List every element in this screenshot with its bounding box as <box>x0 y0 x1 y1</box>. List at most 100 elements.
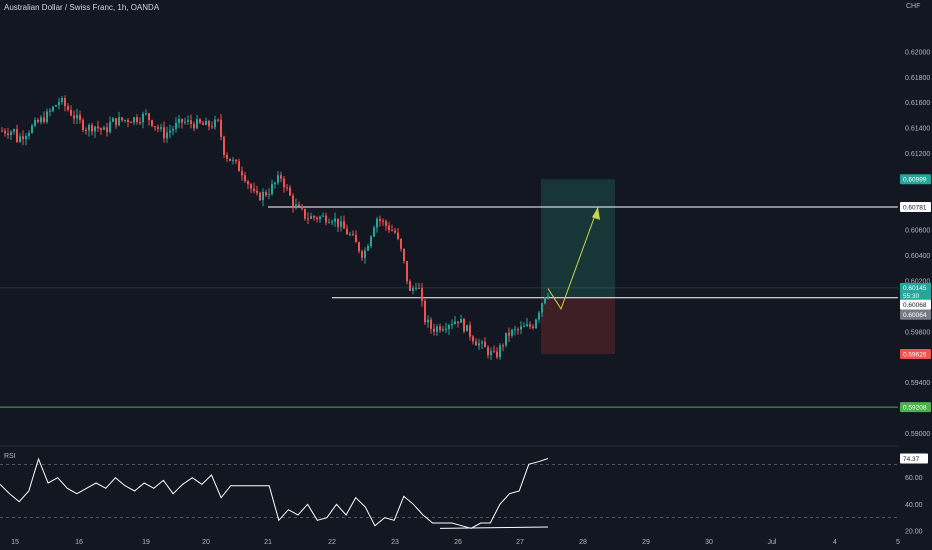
candle-body <box>106 127 108 133</box>
rsi-divergence-line <box>439 526 549 529</box>
candle-body <box>538 312 540 320</box>
candle-body <box>55 105 57 107</box>
candle-body <box>223 136 225 155</box>
candle-body <box>265 192 267 196</box>
date-tick-label: 4 <box>833 539 837 546</box>
candle-body <box>262 192 264 201</box>
candle-body <box>457 321 459 323</box>
candle-body <box>118 117 120 126</box>
candle-body <box>370 236 372 246</box>
candle-body <box>49 110 51 112</box>
horizontal-lines <box>0 206 898 408</box>
candle-body <box>487 347 489 356</box>
candle-body <box>100 128 102 130</box>
candle-body <box>178 118 180 124</box>
candle-body <box>196 119 198 129</box>
candle-body <box>103 127 105 130</box>
rsi-title: RSI <box>4 453 16 460</box>
candle-body <box>295 204 297 207</box>
candle-body <box>394 230 396 233</box>
candle-body <box>205 120 207 125</box>
candle-body <box>199 119 201 123</box>
candle-body <box>34 120 36 126</box>
candle-body <box>346 228 348 235</box>
price-tick-label: 0.61800 <box>905 75 930 82</box>
candle-body <box>403 248 405 262</box>
candle-body <box>529 324 531 327</box>
price-tick-label: 0.62000 <box>905 49 930 56</box>
candle-body <box>490 351 492 356</box>
candle-body <box>535 319 537 329</box>
candle-body <box>427 319 429 323</box>
currency-label: CHF <box>906 3 921 10</box>
candle-body <box>22 136 24 140</box>
candle-body <box>70 109 72 116</box>
candle-body <box>1 130 3 132</box>
candle-body <box>160 127 162 129</box>
date-tick-label: 19 <box>142 539 150 546</box>
candle-body <box>259 192 261 201</box>
candle-body <box>52 106 54 111</box>
candle-body <box>391 230 393 232</box>
candle-body <box>244 175 246 182</box>
candle-body <box>256 190 258 193</box>
price-tag-box <box>900 348 931 359</box>
candle-body <box>19 136 21 143</box>
candle-body <box>415 287 417 289</box>
rsi-tick-label: 40.00 <box>905 502 923 509</box>
price-tag-label: 0.59626 <box>903 351 927 358</box>
candle-body <box>277 175 279 183</box>
candle-body <box>220 119 222 137</box>
candle-body <box>40 117 42 123</box>
date-tick-label: 26 <box>454 539 462 546</box>
candle-body <box>445 328 447 330</box>
candle-body <box>310 216 312 219</box>
date-tick-label: 21 <box>264 539 272 546</box>
candle-body <box>238 161 240 172</box>
price-tag-label: 0.60064 <box>903 312 927 319</box>
candle-body <box>151 120 153 127</box>
position-zones <box>541 179 615 354</box>
candle-body <box>439 326 441 331</box>
candle-body <box>250 184 252 189</box>
candle-body <box>505 332 507 346</box>
candle-body <box>502 345 504 347</box>
date-tick-label: 29 <box>642 539 650 546</box>
price-tag-box <box>900 201 931 212</box>
candle-body <box>76 114 78 119</box>
date-tick-label: 30 <box>705 539 713 546</box>
candle-body <box>283 178 285 188</box>
arrow-head <box>592 207 600 220</box>
candle-body <box>142 113 144 123</box>
candle-body <box>355 234 357 243</box>
date-tick-label: 16 <box>75 539 83 546</box>
stop-zone <box>541 297 615 354</box>
candle-body <box>511 329 513 336</box>
price-tick-label: 0.59400 <box>905 380 930 387</box>
candle-body <box>433 328 435 332</box>
candle-body <box>469 325 471 337</box>
candle-body <box>31 125 33 133</box>
candle-body <box>148 113 150 121</box>
rsi-panel: RSI 60.00 40.00 20.00 74.37 <box>0 445 928 536</box>
candle-body <box>211 126 213 128</box>
candle-body <box>145 113 147 115</box>
candle-body <box>163 127 165 139</box>
candle-body <box>478 343 480 346</box>
candle-body <box>202 122 204 125</box>
candle-body <box>508 332 510 336</box>
candle-body <box>376 218 378 228</box>
price-tick-label: 0.59000 <box>905 431 930 438</box>
candle-body <box>322 215 324 217</box>
candle-body <box>166 132 168 139</box>
candle-body <box>235 159 237 162</box>
date-tick-label: 23 <box>391 539 399 546</box>
candle-body <box>400 238 402 249</box>
candle-body <box>304 208 306 219</box>
candle-body <box>112 118 114 122</box>
candle-body <box>127 119 129 123</box>
candle-body <box>349 234 351 236</box>
price-tick-label: 0.60200 <box>905 278 930 285</box>
price-tag-label: 0.60145 <box>903 285 927 292</box>
